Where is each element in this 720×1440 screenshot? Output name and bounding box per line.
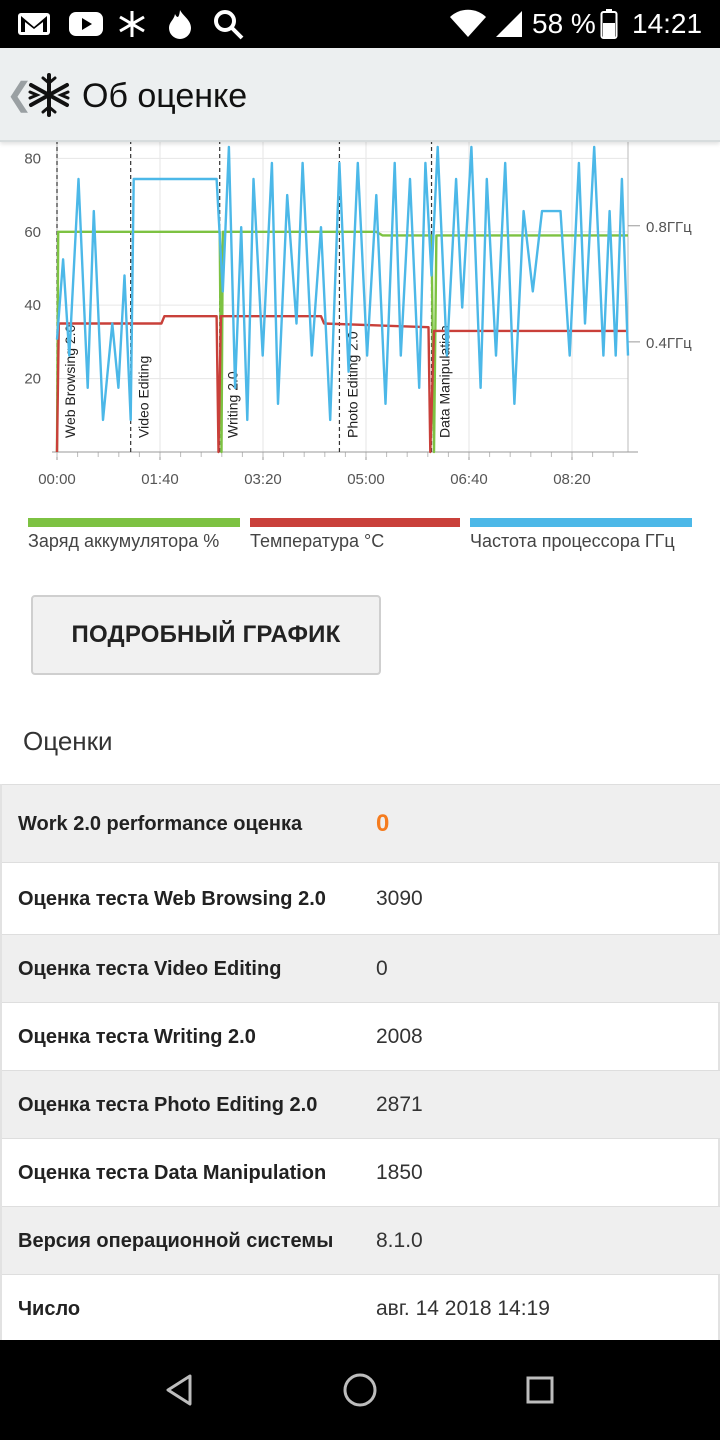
battery-icon xyxy=(598,8,620,40)
segment-label: Video Editing xyxy=(136,356,152,438)
wifi-icon xyxy=(448,8,488,40)
score-label: Оценка теста Writing 2.0 xyxy=(18,1026,256,1048)
y-tick-label: 20 xyxy=(24,371,41,388)
nav-back-icon[interactable] xyxy=(160,1370,200,1410)
x-tick-label: 00:00 xyxy=(38,471,76,488)
score-value: 0 xyxy=(376,957,388,980)
navigation-bar xyxy=(0,1340,720,1440)
legend-item-battery: Заряд аккумулятора % xyxy=(28,518,240,558)
legend-label: Заряд аккумулятора % xyxy=(28,531,220,551)
app-bar: ❮ Об оценке xyxy=(0,48,720,142)
score-label: Work 2.0 performance оценка xyxy=(18,813,303,835)
youtube-icon xyxy=(66,8,106,40)
legend-swatch xyxy=(470,518,692,527)
x-tick-label: 05:00 xyxy=(347,471,385,488)
legend-item-cpu-frequency: Частота процессора ГГц xyxy=(470,518,692,558)
section-title-scores: Оценки xyxy=(23,726,113,756)
x-tick-label: 03:20 xyxy=(244,471,282,488)
fire-icon xyxy=(162,8,198,40)
score-row-writing: Оценка теста Writing 2.0 2008 xyxy=(2,1002,720,1070)
snowflake-icon xyxy=(114,8,150,40)
score-row-photo-editing: Оценка теста Photo Editing 2.0 2871 xyxy=(2,1070,720,1138)
score-row-data-manipulation: Оценка теста Data Manipulation 1850 xyxy=(2,1138,720,1206)
segment-label: Writing 2.0 xyxy=(225,371,241,438)
series-line xyxy=(55,145,630,422)
legend-label: Температура °C xyxy=(250,531,385,551)
y-right-tick-label: 0.8ГГц xyxy=(646,219,692,236)
signal-icon xyxy=(492,8,526,40)
score-value: авг. 14 2018 14:19 xyxy=(376,1297,550,1320)
segment-label: Data Manipulation xyxy=(437,325,453,438)
legend-swatch xyxy=(28,518,240,527)
legend-swatch xyxy=(250,518,460,527)
score-value: 0 xyxy=(376,810,390,837)
score-value: 3090 xyxy=(376,887,423,910)
back-chevron-icon[interactable]: ❮ xyxy=(6,76,33,112)
performance-chart: 80 60 40 20 00:00 01:40 03:20 05:00 06:40 08:20 0.… xyxy=(0,140,720,500)
y-right-tick-label: 0.4ГГц xyxy=(646,335,692,352)
score-label: Версия операционной системы xyxy=(18,1230,334,1252)
app-logo-icon xyxy=(26,72,72,118)
nav-home-icon[interactable] xyxy=(340,1370,380,1410)
chart-svg: 80 60 40 20 00:00 01:40 03:20 05:00 06:40 08:20 0.… xyxy=(24,140,692,488)
score-label: Число xyxy=(18,1298,81,1320)
series-line xyxy=(55,230,628,454)
score-row-date: Число авг. 14 2018 14:19 xyxy=(2,1274,720,1342)
y-tick-label: 40 xyxy=(24,297,41,314)
x-tick-label: 06:40 xyxy=(450,471,488,488)
score-label: Оценка теста Photo Editing 2.0 xyxy=(18,1094,318,1116)
y-tick-label: 60 xyxy=(24,224,41,241)
score-row-video-editing: Оценка теста Video Editing 0 xyxy=(2,934,720,1002)
segment-label: Web Browsing 2.0 xyxy=(62,324,78,438)
battery-percent: 58 % xyxy=(532,8,596,39)
scores-list: Work 2.0 performance оценка 0 Оценка тес… xyxy=(0,784,720,1340)
y-tick-label: 80 xyxy=(24,150,41,167)
score-value: 2008 xyxy=(376,1025,423,1048)
score-row-web-browsing: Оценка теста Web Browsing 2.0 3090 xyxy=(2,862,720,934)
gmail-icon xyxy=(14,8,54,40)
detailed-chart-button[interactable]: ПОДРОБНЫЙ ГРАФИК xyxy=(31,595,381,675)
series-line xyxy=(55,314,628,454)
clock: 14:21 xyxy=(632,8,703,39)
score-label: Оценка теста Web Browsing 2.0 xyxy=(18,888,326,910)
score-row-work-performance: Work 2.0 performance оценка 0 xyxy=(2,784,720,862)
search-icon xyxy=(210,8,246,40)
score-label: Оценка теста Video Editing xyxy=(18,958,282,980)
legend-item-temperature: Температура °C xyxy=(250,518,460,558)
legend-label: Частота процессора ГГц xyxy=(470,531,675,551)
score-value: 2871 xyxy=(376,1093,423,1116)
status-bar: 58 % 14:21 xyxy=(0,0,720,48)
x-tick-label: 08:20 xyxy=(553,471,591,488)
page-title: Об оценке xyxy=(82,77,248,115)
score-label: Оценка теста Data Manipulation xyxy=(18,1162,327,1184)
score-value: 8.1.0 xyxy=(376,1229,423,1252)
x-tick-label: 01:40 xyxy=(141,471,179,488)
score-row-os-version: Версия операционной системы 8.1.0 xyxy=(2,1206,720,1274)
score-value: 1850 xyxy=(376,1161,423,1184)
nav-recents-icon[interactable] xyxy=(520,1370,560,1410)
